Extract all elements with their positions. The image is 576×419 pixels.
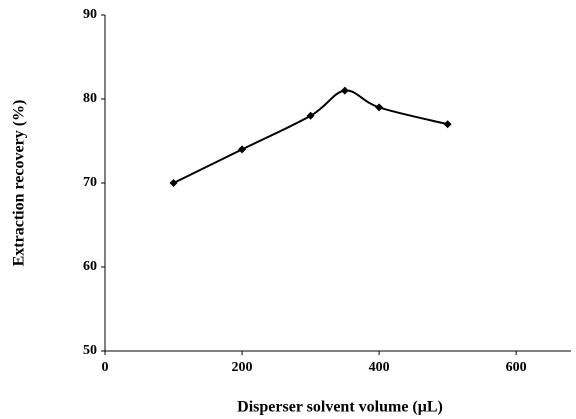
y-tick-label: 90 [83,7,97,22]
y-tick-label: 50 [83,343,97,358]
x-tick-label: 200 [232,360,253,375]
y-tick-label: 60 [83,259,97,274]
y-tick-label: 70 [83,175,97,190]
data-marker [306,111,315,120]
x-tick-label: 0 [102,360,109,375]
data-marker [238,145,247,154]
data-marker [443,120,452,129]
x-tick-label: 400 [369,360,390,375]
data-line [173,89,448,184]
x-tick-label: 600 [506,360,527,375]
x-axis-label: Disperser solvent volume (μL) [237,399,443,416]
data-marker [169,179,178,187]
y-tick-label: 80 [83,91,97,106]
data-marker [375,103,384,112]
y-axis-label: Extraction recovery (%) [11,100,28,267]
data-marker [340,86,349,95]
